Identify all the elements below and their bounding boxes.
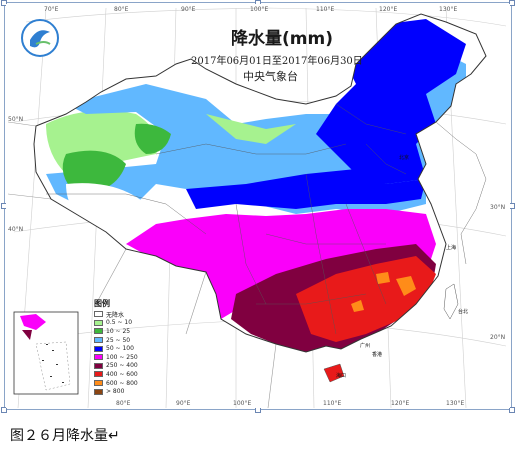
lat-tick: 40°N (8, 226, 24, 233)
legend-item: 600 ~ 800 (94, 379, 154, 388)
legend-swatch (94, 371, 103, 378)
hainan-island (323, 363, 345, 383)
legend-swatch (94, 362, 103, 369)
legend-swatch (94, 354, 103, 361)
legend-item: 100 ~ 250 (94, 353, 154, 362)
legend-label: 50 ~ 100 (106, 345, 134, 353)
lon-tick-top: 100°E (250, 6, 269, 13)
city-label: 香港 (372, 352, 383, 358)
legend-item: 无降水 (94, 310, 154, 319)
lat-tick: 20°N (490, 334, 506, 341)
legend-label: 250 ~ 400 (106, 362, 138, 370)
city-label: 海口 (336, 373, 347, 379)
city-label: 台北 (458, 309, 469, 315)
province-borders (46, 103, 407, 335)
lon-tick-top: 130°E (439, 6, 458, 13)
resize-handle-top-left[interactable] (1, 0, 7, 6)
legend-label: 无降水 (106, 311, 125, 319)
lon-tick-bottom: 110°E (323, 400, 342, 407)
resize-handle-bottom-right[interactable] (509, 407, 515, 413)
lon-tick-bottom: 80°E (116, 400, 131, 407)
lon-tick-bottom: 100°E (233, 400, 252, 407)
legend-label: 25 ~ 50 (106, 336, 131, 344)
lon-tick-top: 80°E (114, 6, 129, 13)
legend-item: 250 ~ 400 (94, 362, 154, 371)
legend-label: 10 ~ 25 (106, 327, 131, 335)
coastline (435, 121, 487, 265)
taiwan-island (443, 283, 459, 320)
precipitation-map: 降水量(mm) 2017年06月01日至2017年06月30日 中央气象台 70… (6, 4, 510, 408)
figure-caption: 图２６月降水量↵ (10, 428, 120, 444)
legend-swatch (94, 380, 103, 387)
map-title: 降水量(mm) (231, 29, 333, 49)
legend-item: 50 ~ 100 (94, 344, 154, 353)
lon-tick-top: 90°E (181, 6, 196, 13)
legend-swatch (94, 319, 103, 326)
legend-swatch (94, 337, 103, 344)
legend-label: 0.5 ~ 10 (106, 319, 133, 327)
organization-name: 中央气象台 (243, 70, 298, 83)
neighbor-borders (7, 121, 277, 408)
lon-tick-bottom: 120°E (391, 400, 410, 407)
legend-label: > 800 (106, 388, 125, 396)
legend-item: 25 ~ 50 (94, 336, 154, 345)
legend-label: 400 ~ 600 (106, 370, 138, 378)
legend-item: > 800 (94, 387, 154, 396)
date-range: 2017年06月01日至2017年06月30日 (191, 56, 363, 67)
legend-swatch (94, 311, 103, 318)
lon-tick-bottom: 90°E (176, 400, 191, 407)
lon-tick-bottom: 130°E (446, 400, 465, 407)
resize-handle-top-right[interactable] (509, 0, 515, 6)
legend-label: 600 ~ 800 (106, 379, 138, 387)
legend-title: 图例 (94, 299, 110, 308)
cma-logo-icon (21, 19, 59, 57)
legend-swatch (94, 388, 103, 395)
legend-item: 0.5 ~ 10 (94, 319, 154, 328)
south-china-sea-inset (13, 311, 79, 395)
map-canvas (7, 7, 507, 408)
lon-tick-top: 120°E (379, 6, 398, 13)
legend-items: 无降水 0.5 ~ 10 10 ~ 25 25 ~ 50 50 ~ 100 100 ~ 2… (94, 310, 154, 396)
resize-handle-bottom-left[interactable] (1, 407, 7, 413)
lon-tick-top: 110°E (316, 6, 335, 13)
city-label: 上海 (446, 245, 457, 251)
legend-item: 10 ~ 25 (94, 327, 154, 336)
legend-item: 400 ~ 600 (94, 370, 154, 379)
city-label: 广州 (360, 343, 371, 349)
legend-label: 100 ~ 250 (106, 353, 138, 361)
lat-tick: 50°N (8, 116, 24, 123)
lon-tick-top: 70°E (44, 6, 59, 13)
city-label: 北京 (399, 155, 410, 161)
legend-swatch (94, 345, 103, 352)
legend: 图例 无降水 0.5 ~ 10 10 ~ 25 25 ~ 50 50 ~ 100 100 … (94, 298, 154, 396)
legend-swatch (94, 328, 103, 335)
china-border (33, 13, 487, 353)
lat-tick: 30°N (490, 204, 506, 211)
